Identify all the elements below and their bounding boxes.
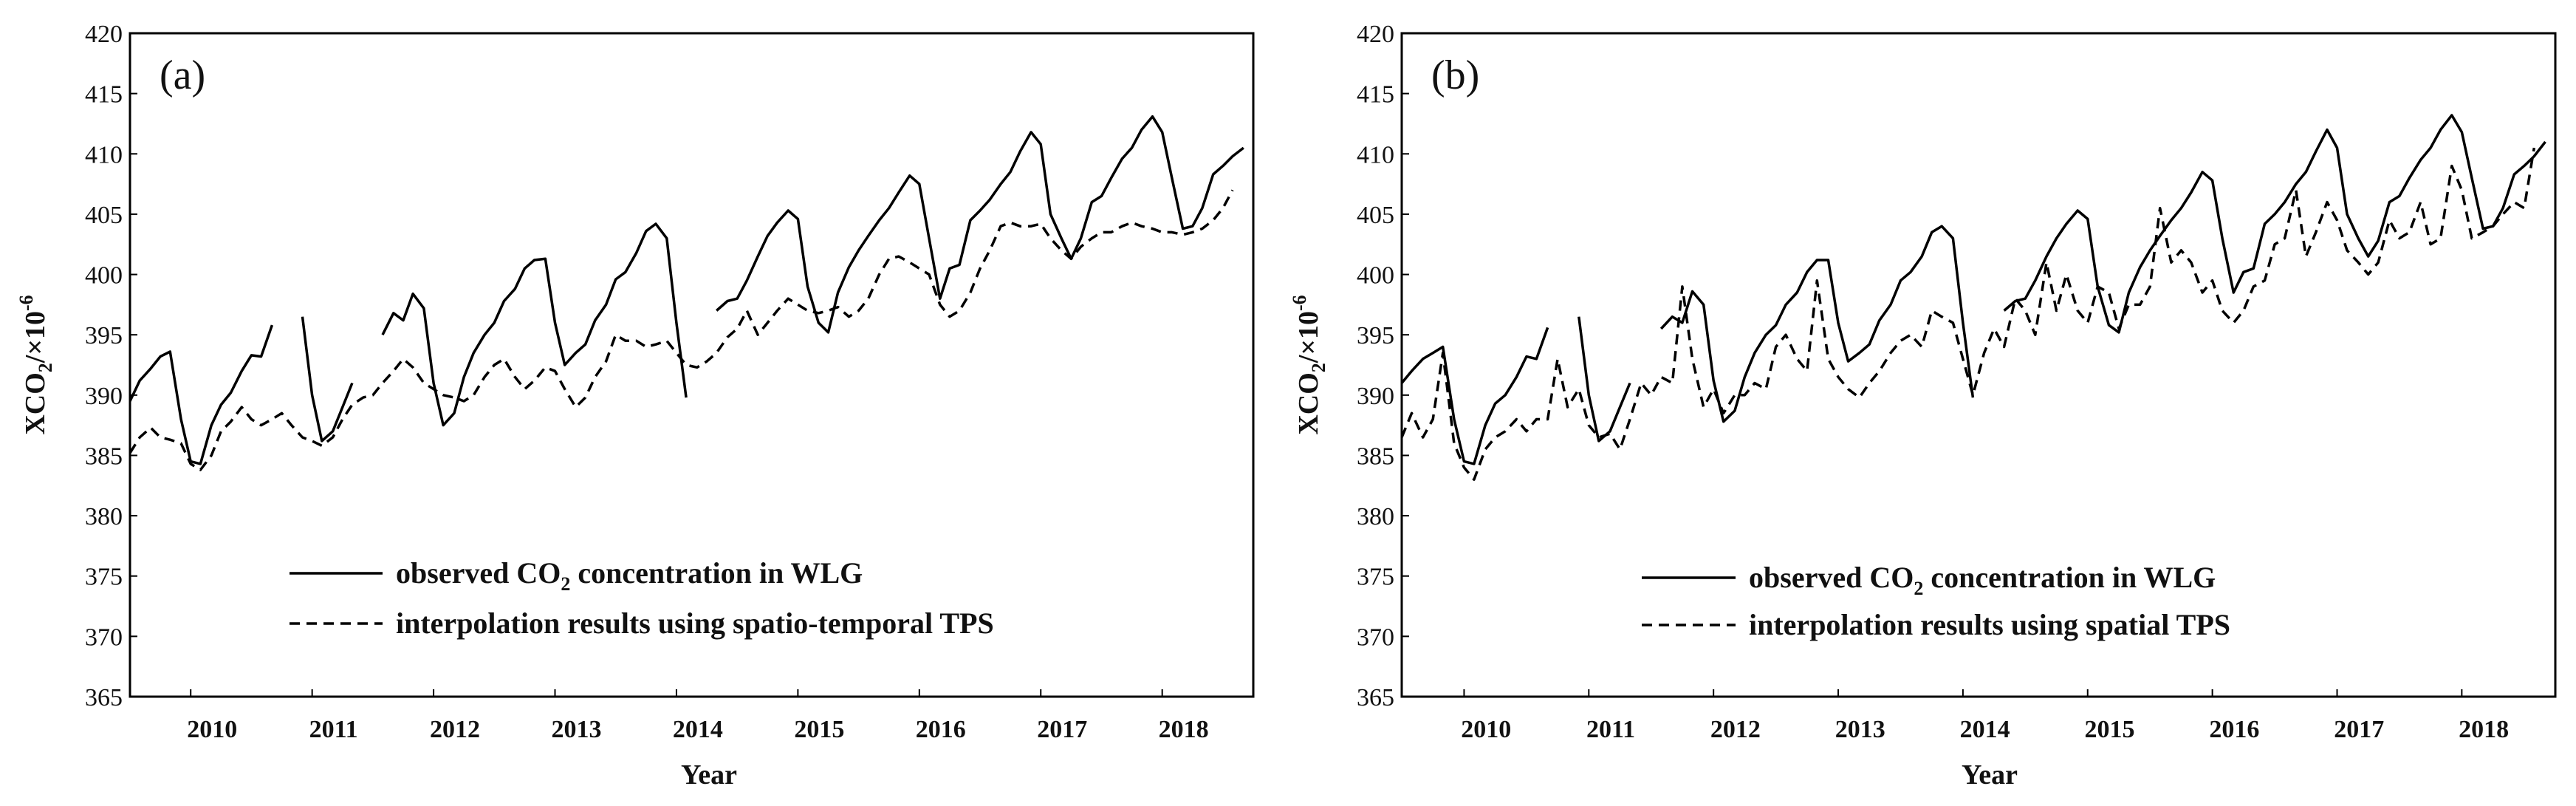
observed-series-line <box>1400 327 1549 465</box>
observed-series-line <box>1659 225 1975 423</box>
x-tick-label: 2011 <box>1586 716 1635 743</box>
x-tick-label: 2018 <box>1159 716 1209 743</box>
y-tick-label: 390 <box>85 383 123 410</box>
legend-label: interpolation results using spatial TPS <box>1749 608 2230 641</box>
panel-label: (a) <box>160 52 205 98</box>
x-tick-label: 2013 <box>551 716 601 743</box>
observed-series-line <box>129 324 274 465</box>
x-tick-label: 2017 <box>2334 716 2384 743</box>
y-tick-label: 390 <box>1357 383 1394 410</box>
x-tick-label: 2016 <box>2209 716 2259 743</box>
y-axis-title: XCO2/×10-6 <box>16 295 56 434</box>
y-tick-label: 395 <box>1357 322 1394 349</box>
x-tick-label: 2011 <box>309 716 358 743</box>
x-tick-label: 2018 <box>2459 716 2509 743</box>
x-tick-label: 2015 <box>794 716 844 743</box>
x-tick-label: 2014 <box>673 716 723 743</box>
observed-series-line <box>716 115 1244 334</box>
y-tick-label: 365 <box>85 684 123 711</box>
observed-series-line <box>301 316 354 443</box>
y-tick-label: 375 <box>1357 564 1394 591</box>
observed-series-line <box>381 222 688 427</box>
chart-panel-b: 365 370 375 380 385 390 395 400 405 410 415 420 2010… <box>1289 21 2557 790</box>
y-tick-label: 415 <box>85 81 123 109</box>
observed-series-line <box>2003 114 2546 334</box>
x-tick-label: 2012 <box>430 716 480 743</box>
y-tick-label: 385 <box>1357 443 1394 470</box>
legend-label: observed CO2 concentration in WLG <box>1749 561 2216 599</box>
y-tick-label: 410 <box>1357 141 1394 168</box>
legend-label: observed CO2 concentration in WLG <box>396 556 863 595</box>
plot-frame <box>1400 32 2557 698</box>
y-tick-label: 405 <box>85 202 123 229</box>
x-tick-label: 2015 <box>2085 716 2135 743</box>
panel-label: (b) <box>1431 52 1479 98</box>
x-axis-title: Year <box>1962 759 2018 790</box>
y-tick-label: 375 <box>85 564 123 591</box>
x-tick-label: 2014 <box>1960 716 2010 743</box>
y-tick-label: 380 <box>85 503 123 530</box>
y-tick-label: 395 <box>85 322 123 349</box>
interpolated-series-line <box>1400 147 2536 481</box>
x-axis-title: Year <box>681 759 737 790</box>
x-tick-label: 2016 <box>916 716 966 743</box>
y-tick-label: 365 <box>1357 684 1394 711</box>
legend-label: interpolation results using spatio-tempo… <box>396 607 994 640</box>
y-tick-label: 380 <box>1357 503 1394 530</box>
x-tick-label: 2012 <box>1710 716 1761 743</box>
x-tick-label: 2013 <box>1835 716 1885 743</box>
interpolated-series-line <box>129 189 1234 471</box>
chart-panel-a: 365 370 375 380 385 390 395 400 405 410 415 420 2010… <box>16 21 1255 790</box>
plot-frame <box>129 32 1255 698</box>
y-tick-label: 400 <box>1357 262 1394 290</box>
observed-series-line <box>1578 316 1631 443</box>
y-axis-title: XCO2/×10-6 <box>1289 295 1329 434</box>
y-tick-label: 415 <box>1357 81 1394 109</box>
y-tick-label: 410 <box>85 141 123 168</box>
x-tick-label: 2010 <box>187 716 237 743</box>
y-tick-label: 420 <box>85 21 123 48</box>
y-tick-label: 370 <box>1357 624 1394 651</box>
y-tick-label: 420 <box>1357 21 1394 48</box>
y-tick-label: 405 <box>1357 202 1394 229</box>
y-tick-label: 385 <box>85 443 123 470</box>
y-tick-label: 400 <box>85 262 123 290</box>
x-tick-label: 2010 <box>1461 716 1511 743</box>
y-tick-label: 370 <box>85 624 123 651</box>
x-tick-label: 2017 <box>1037 716 1087 743</box>
